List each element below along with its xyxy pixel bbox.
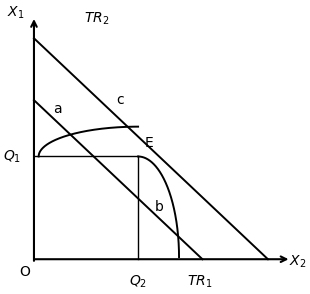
Text: c: c bbox=[117, 93, 124, 107]
Text: O: O bbox=[19, 265, 30, 280]
Text: b: b bbox=[155, 200, 164, 214]
Text: $TR_2$: $TR_2$ bbox=[84, 11, 110, 27]
Text: $Q_1$: $Q_1$ bbox=[3, 148, 21, 165]
Text: $Q_2$: $Q_2$ bbox=[129, 274, 147, 290]
Text: $X_2$: $X_2$ bbox=[289, 253, 306, 270]
Text: E: E bbox=[145, 136, 154, 150]
Text: $TR_1$: $TR_1$ bbox=[188, 274, 213, 290]
Text: $X_1$: $X_1$ bbox=[7, 4, 24, 21]
Text: a: a bbox=[53, 102, 62, 116]
